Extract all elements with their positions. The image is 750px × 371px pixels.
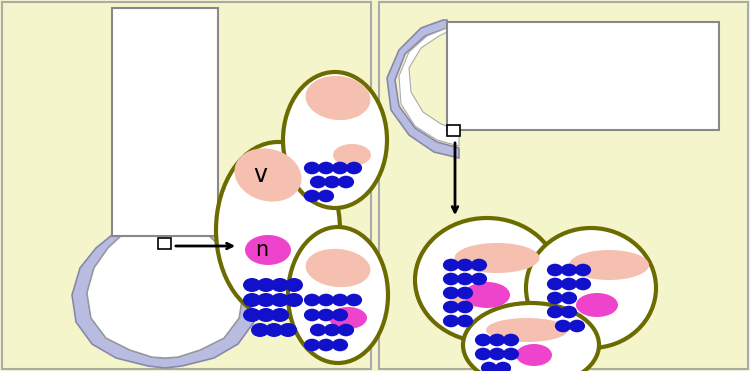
Ellipse shape (310, 324, 326, 336)
Ellipse shape (547, 278, 563, 290)
Ellipse shape (235, 148, 302, 201)
Ellipse shape (271, 308, 289, 322)
Ellipse shape (443, 315, 459, 327)
Ellipse shape (285, 278, 303, 292)
Ellipse shape (561, 264, 577, 276)
Ellipse shape (257, 278, 275, 292)
Text: v: v (253, 163, 267, 187)
Ellipse shape (346, 294, 362, 306)
Ellipse shape (576, 293, 618, 317)
Ellipse shape (526, 228, 656, 348)
Ellipse shape (318, 190, 334, 202)
Ellipse shape (304, 309, 320, 321)
Polygon shape (87, 235, 243, 358)
Ellipse shape (452, 288, 482, 308)
Ellipse shape (271, 278, 289, 292)
Ellipse shape (443, 273, 459, 285)
Ellipse shape (257, 293, 275, 307)
Ellipse shape (305, 249, 370, 287)
Ellipse shape (304, 190, 320, 202)
Ellipse shape (457, 315, 473, 327)
Ellipse shape (443, 301, 459, 313)
Ellipse shape (304, 339, 320, 351)
Ellipse shape (304, 294, 320, 306)
Bar (379, 2, 748, 369)
Ellipse shape (464, 282, 510, 308)
Ellipse shape (329, 307, 367, 329)
Ellipse shape (318, 294, 334, 306)
Ellipse shape (332, 309, 348, 321)
Ellipse shape (216, 142, 340, 318)
Ellipse shape (332, 162, 348, 174)
Ellipse shape (481, 362, 497, 371)
Ellipse shape (457, 273, 473, 285)
Ellipse shape (288, 227, 388, 363)
Ellipse shape (489, 348, 505, 360)
Ellipse shape (575, 278, 591, 290)
Ellipse shape (495, 362, 511, 371)
Ellipse shape (475, 348, 491, 360)
Ellipse shape (271, 293, 289, 307)
Ellipse shape (503, 334, 519, 346)
Ellipse shape (338, 324, 354, 336)
Polygon shape (387, 20, 459, 158)
Bar (112, 8, 218, 236)
Polygon shape (72, 235, 258, 368)
Bar (2, 2, 371, 369)
Ellipse shape (547, 306, 563, 318)
Ellipse shape (561, 292, 577, 304)
Ellipse shape (318, 309, 334, 321)
Ellipse shape (324, 324, 340, 336)
Ellipse shape (324, 176, 340, 188)
Ellipse shape (561, 306, 577, 318)
Ellipse shape (304, 162, 320, 174)
Ellipse shape (415, 218, 559, 342)
Ellipse shape (333, 144, 371, 166)
Ellipse shape (265, 323, 283, 337)
Ellipse shape (318, 162, 334, 174)
Polygon shape (399, 28, 459, 146)
Ellipse shape (243, 308, 261, 322)
Ellipse shape (457, 287, 473, 299)
Ellipse shape (285, 293, 303, 307)
Ellipse shape (251, 323, 269, 337)
Ellipse shape (489, 334, 505, 346)
Ellipse shape (547, 292, 563, 304)
Ellipse shape (575, 264, 591, 276)
Text: n: n (256, 240, 268, 260)
Bar (158, 238, 171, 249)
Ellipse shape (463, 303, 599, 371)
Bar (447, 22, 719, 130)
Ellipse shape (561, 278, 577, 290)
Ellipse shape (283, 72, 387, 208)
Ellipse shape (443, 287, 459, 299)
Ellipse shape (279, 323, 297, 337)
Ellipse shape (332, 339, 348, 351)
Ellipse shape (454, 243, 539, 273)
Ellipse shape (471, 273, 487, 285)
Ellipse shape (457, 301, 473, 313)
Ellipse shape (310, 176, 326, 188)
Ellipse shape (338, 176, 354, 188)
Ellipse shape (257, 308, 275, 322)
Ellipse shape (245, 235, 291, 265)
Ellipse shape (555, 320, 571, 332)
Ellipse shape (486, 318, 568, 342)
Ellipse shape (346, 162, 362, 174)
Ellipse shape (547, 264, 563, 276)
Ellipse shape (457, 259, 473, 271)
Ellipse shape (569, 320, 585, 332)
Ellipse shape (516, 344, 552, 366)
Ellipse shape (243, 278, 261, 292)
Ellipse shape (471, 259, 487, 271)
Ellipse shape (243, 293, 261, 307)
Ellipse shape (332, 294, 348, 306)
Ellipse shape (475, 334, 491, 346)
Ellipse shape (305, 76, 370, 120)
Ellipse shape (443, 259, 459, 271)
Bar (447, 125, 460, 136)
Ellipse shape (503, 348, 519, 360)
Ellipse shape (569, 250, 649, 280)
Ellipse shape (318, 339, 334, 351)
